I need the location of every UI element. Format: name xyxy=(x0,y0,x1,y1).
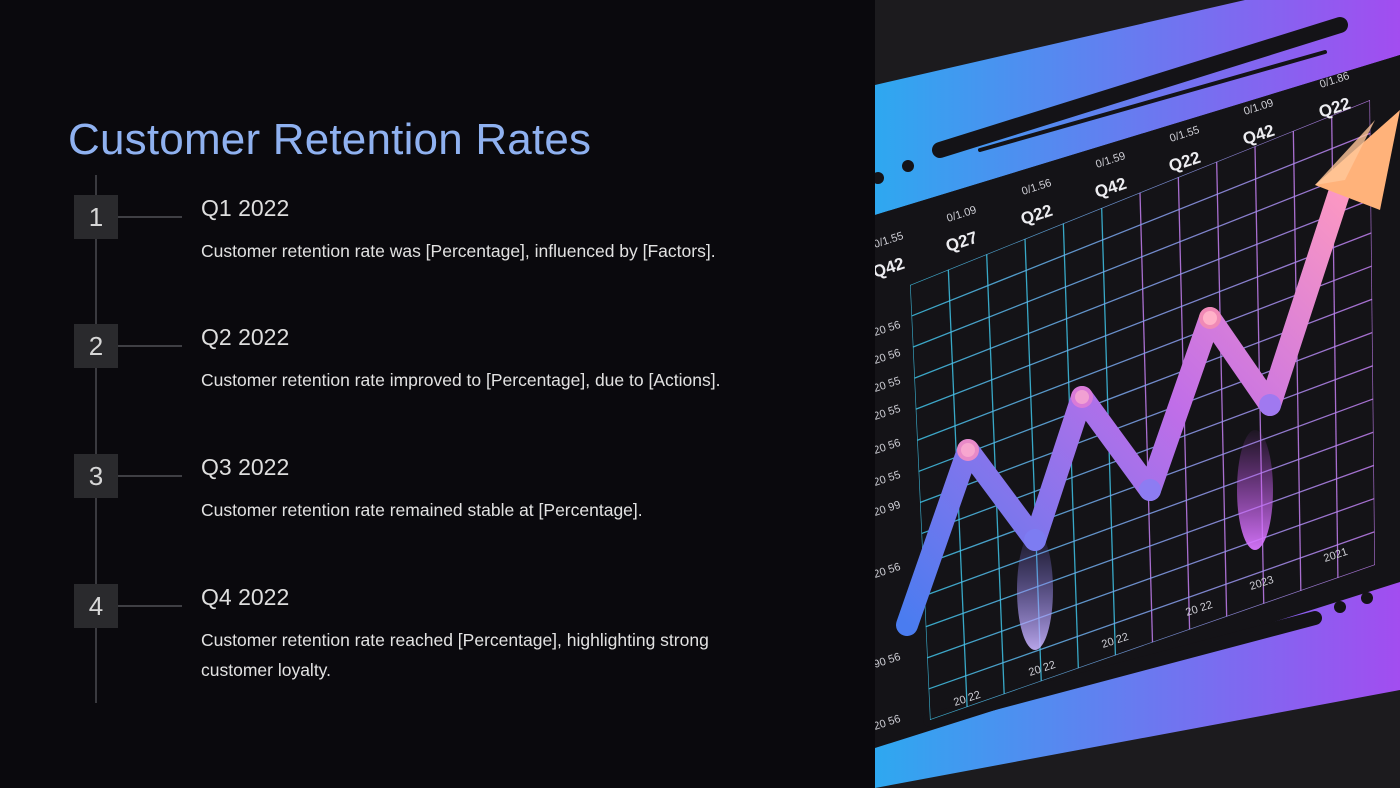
grid-line-horizontal xyxy=(925,464,1375,628)
step-number-badge: 4 xyxy=(74,584,118,628)
illustration-canvas: Q42Q27Q22Q42Q22Q42Q220/1.550/1.090/1.560… xyxy=(875,0,1400,788)
grid-line-horizontal xyxy=(928,531,1375,690)
grid-line-horizontal xyxy=(914,199,1372,379)
growth-chart-illustration: Q42 Q27 Q22 Q42 Q22 Q42 Q22 0/1.55 0/1.09 0/1.56 0… xyxy=(875,0,1400,788)
grid-line-horizontal xyxy=(911,132,1371,317)
glow-under-dip xyxy=(1237,430,1273,550)
grid-line-horizontal xyxy=(915,232,1372,410)
grid-line-horizontal xyxy=(926,497,1375,659)
step-description: Customer retention rate was [Percentage]… xyxy=(201,241,716,261)
grid-line-horizontal xyxy=(924,431,1374,597)
timeline-line xyxy=(95,175,97,703)
step-quarter-label: Q4 2022 xyxy=(201,584,290,610)
step-quarter-label: Q3 2022 xyxy=(201,454,290,480)
arrow-head xyxy=(1315,110,1400,210)
step-quarter-label: Q1 2022 xyxy=(201,195,290,221)
step-connector xyxy=(118,475,182,477)
grid-line-horizontal xyxy=(910,100,1371,286)
step-number-badge: 3 xyxy=(74,454,118,498)
step-description: Customer retention rate remained stable … xyxy=(201,500,643,520)
trend-nodes xyxy=(957,307,1281,551)
step-quarter-label: Q2 2022 xyxy=(201,324,290,350)
screen-panel xyxy=(875,55,1400,748)
step-connector xyxy=(118,345,182,347)
step-description: Customer retention rate improved to [Per… xyxy=(201,370,721,390)
step-number-badge: 2 xyxy=(74,324,118,368)
slide-title: Customer Retention Rates xyxy=(68,115,592,165)
trend-line xyxy=(896,164,1356,636)
step-number-badge: 1 xyxy=(74,195,118,239)
glow-under-dip xyxy=(1017,530,1053,650)
grid-line-horizontal xyxy=(912,165,1371,348)
step-connector xyxy=(118,605,182,607)
step-description: Customer retention rate reached [Percent… xyxy=(201,630,709,680)
step-connector xyxy=(118,216,182,218)
